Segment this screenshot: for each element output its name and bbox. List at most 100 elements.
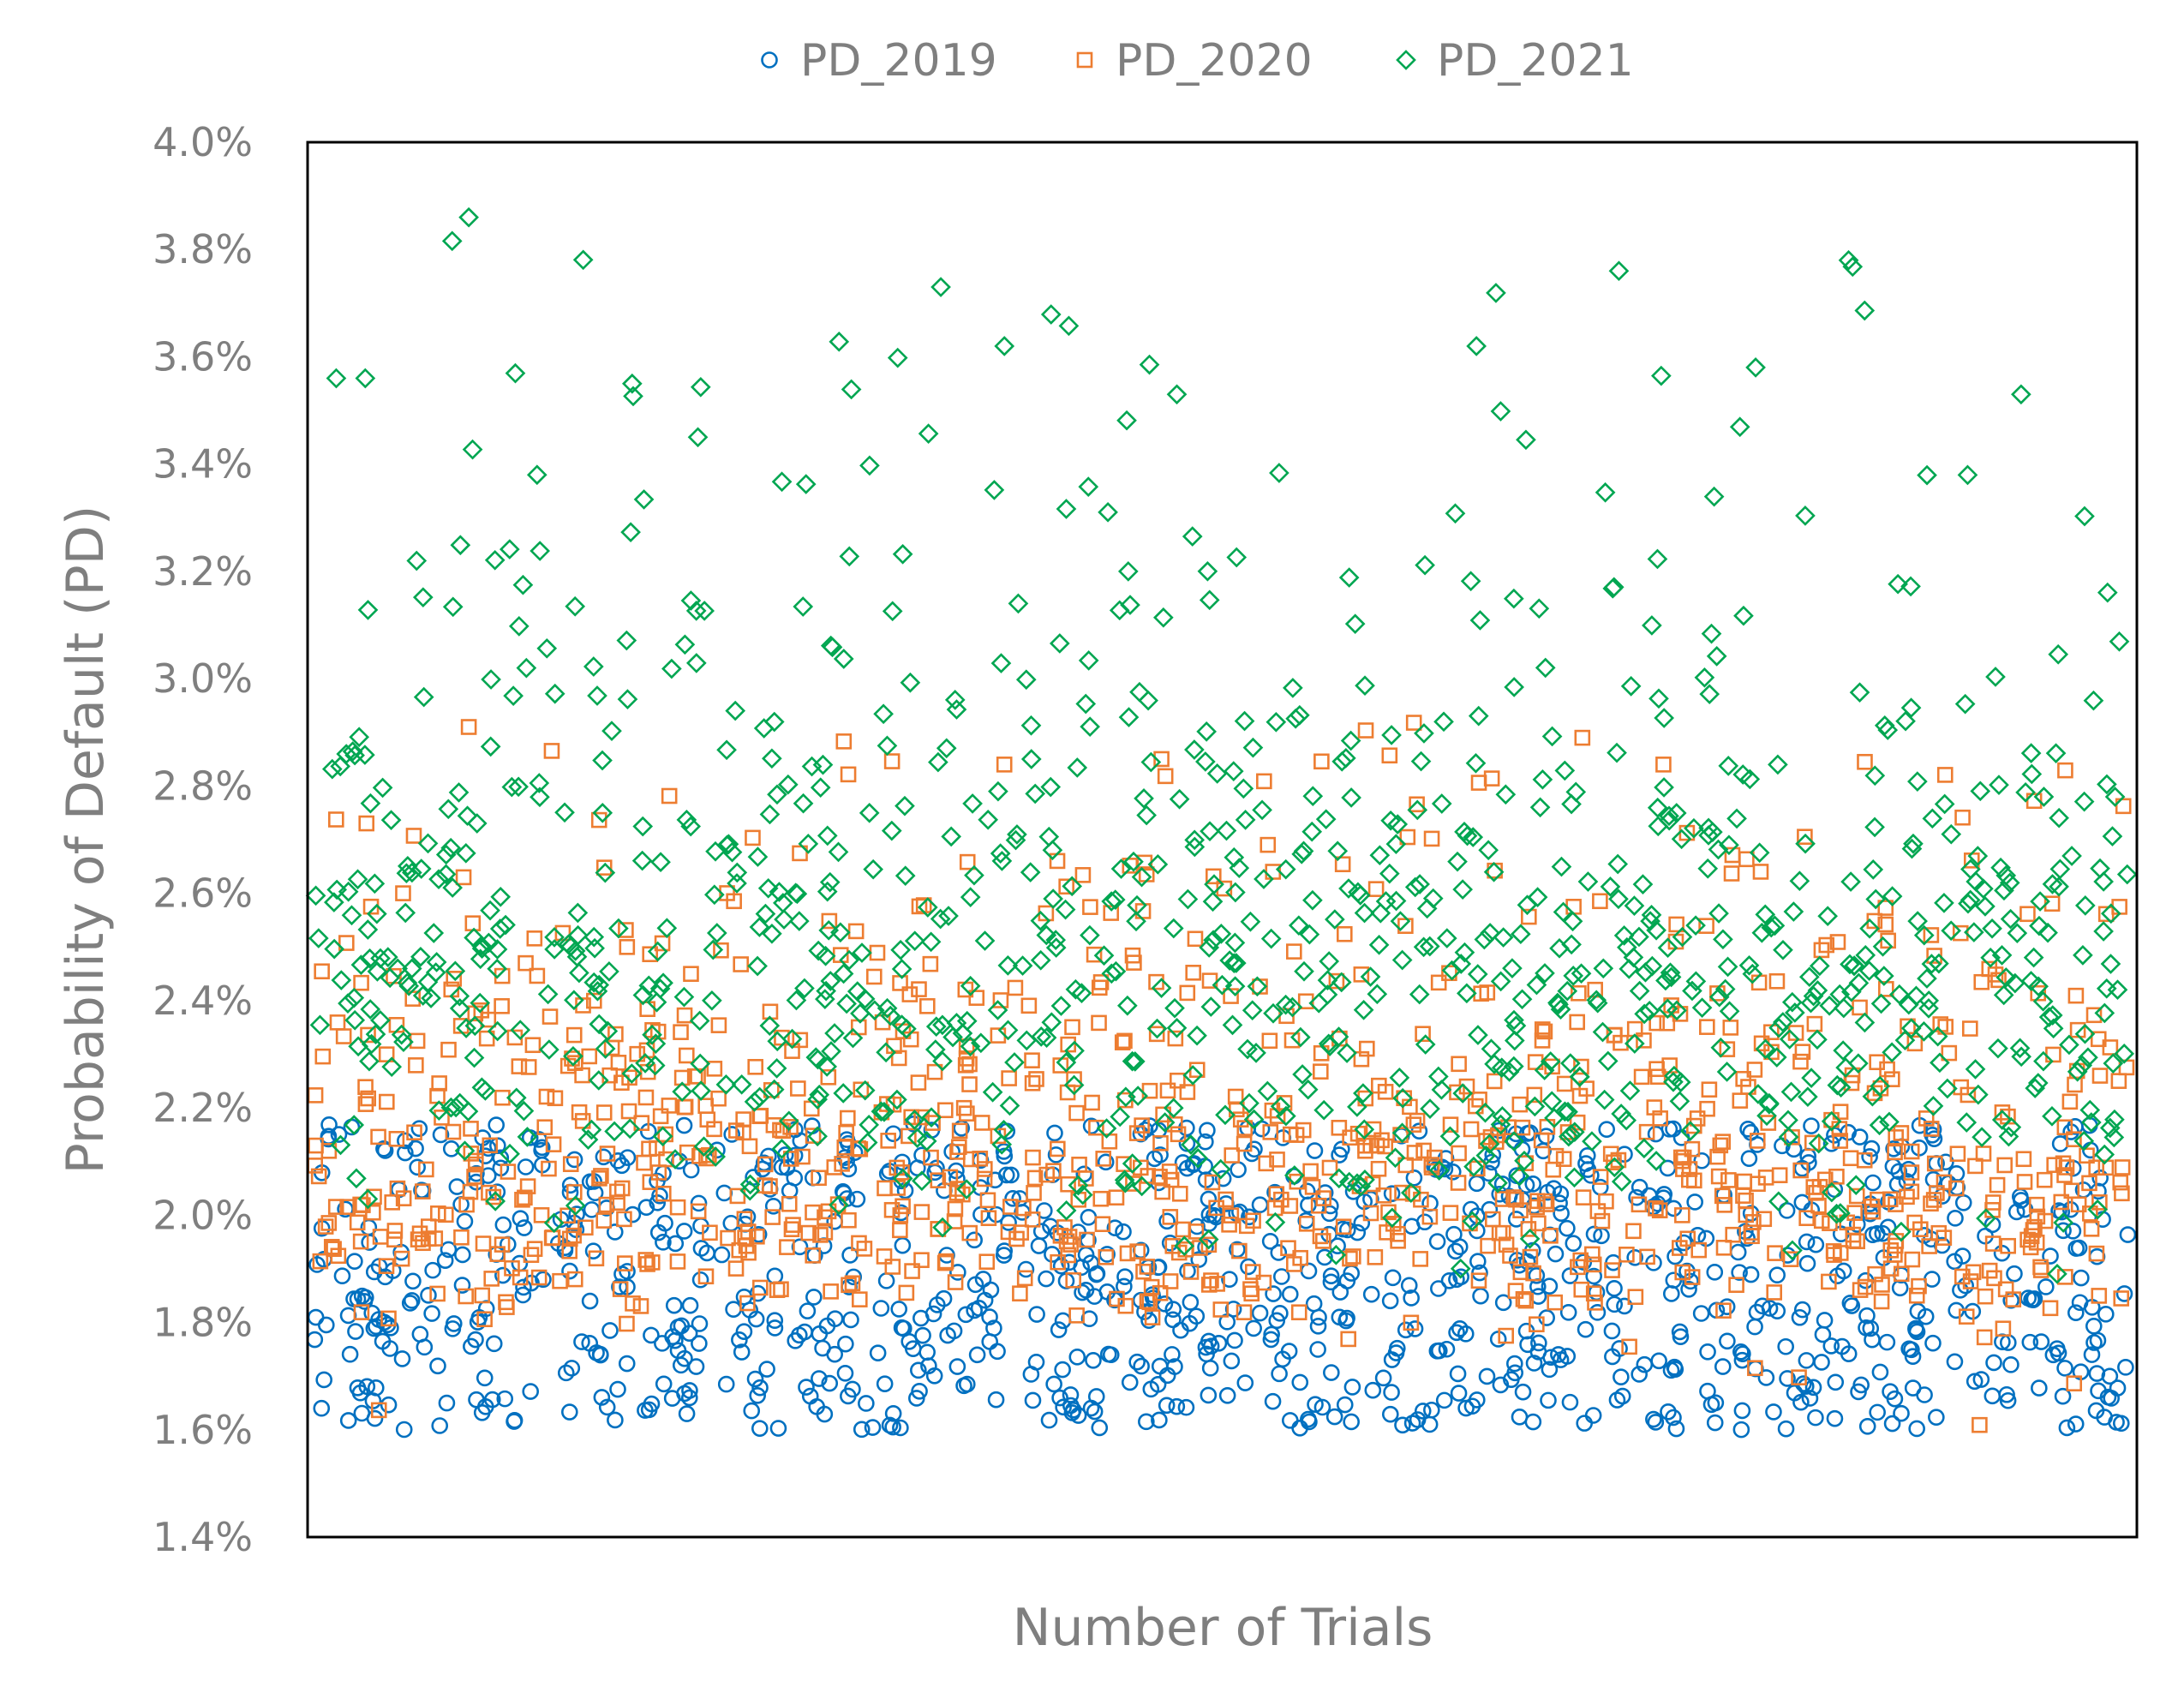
data-point xyxy=(1385,1147,1406,1169)
data-point xyxy=(563,1045,583,1067)
data-point xyxy=(1353,966,1370,983)
data-point xyxy=(1338,878,1359,899)
data-point xyxy=(898,1284,915,1301)
data-point xyxy=(1967,1158,1984,1175)
data-point xyxy=(1698,825,1719,846)
data-point xyxy=(1328,1168,1349,1189)
data-point xyxy=(434,1110,450,1126)
data-point xyxy=(338,935,355,951)
data-point xyxy=(1660,966,1682,988)
data-point xyxy=(1521,908,1537,925)
data-point xyxy=(2073,791,2095,812)
data-point xyxy=(1331,1146,1348,1164)
data-point xyxy=(1719,1332,1736,1350)
data-point xyxy=(1292,1064,1313,1085)
data-point xyxy=(408,1057,424,1074)
data-point xyxy=(1604,1262,1620,1278)
data-point xyxy=(1269,463,1289,483)
data-point xyxy=(593,1389,611,1406)
data-point xyxy=(1236,1374,1254,1391)
data-point xyxy=(501,776,523,798)
data-point xyxy=(353,1304,370,1320)
data-point xyxy=(352,1233,369,1250)
data-point xyxy=(331,970,352,990)
data-point xyxy=(792,845,808,862)
data-point xyxy=(1577,871,1599,892)
data-point xyxy=(410,946,431,967)
data-point xyxy=(1423,830,1440,847)
data-point xyxy=(892,1419,909,1437)
data-point xyxy=(1171,1186,1188,1202)
data-point xyxy=(858,1395,875,1412)
data-point xyxy=(656,918,678,939)
data-point xyxy=(1672,1240,1688,1256)
data-point xyxy=(1196,721,1217,742)
data-point xyxy=(1224,1301,1242,1318)
data-point xyxy=(631,850,653,871)
data-point xyxy=(907,1128,928,1149)
data-point xyxy=(706,1121,722,1138)
data-point xyxy=(766,1267,784,1285)
data-point xyxy=(1973,878,1994,900)
data-point xyxy=(2097,1306,2115,1323)
legend-marker-square xyxy=(1076,51,1093,69)
data-point xyxy=(1442,1205,1459,1221)
data-point xyxy=(1062,1397,1080,1415)
data-point xyxy=(1746,1318,1763,1336)
data-point xyxy=(1996,1157,2013,1174)
data-point xyxy=(512,1210,530,1227)
data-point xyxy=(1164,1301,1182,1318)
data-point xyxy=(990,1027,1007,1044)
data-point xyxy=(1679,1121,1701,1141)
data-point xyxy=(1822,1134,1840,1152)
data-point xyxy=(608,918,629,939)
data-point xyxy=(2046,1157,2062,1174)
data-point xyxy=(456,1212,474,1230)
data-point xyxy=(487,1020,508,1042)
data-point xyxy=(681,1296,699,1314)
data-point xyxy=(655,1185,672,1202)
data-point xyxy=(805,1128,822,1144)
data-point xyxy=(1375,1187,1392,1204)
data-point xyxy=(1551,856,1572,877)
data-point xyxy=(1654,708,1674,728)
data-point xyxy=(1166,1358,1183,1375)
y-tick-label: 2.6% xyxy=(153,870,253,917)
data-point xyxy=(633,489,655,510)
data-point xyxy=(918,1343,936,1361)
data-point xyxy=(1564,1122,1585,1143)
data-point xyxy=(984,480,1005,500)
data-point xyxy=(484,549,506,571)
data-point xyxy=(564,990,584,1011)
data-point xyxy=(639,1256,655,1272)
data-point xyxy=(881,1416,899,1434)
data-point xyxy=(1647,797,1668,818)
data-point xyxy=(1020,862,1041,882)
data-point xyxy=(1490,401,1511,422)
data-point xyxy=(1340,1331,1356,1348)
data-point xyxy=(1862,1086,1883,1107)
data-point xyxy=(1187,930,1204,948)
data-point xyxy=(895,865,916,886)
data-point xyxy=(1732,1092,1749,1109)
data-point xyxy=(918,423,939,444)
data-point xyxy=(1877,916,1894,933)
data-point xyxy=(1122,1050,1143,1072)
data-point xyxy=(1739,769,1761,790)
data-point xyxy=(1495,784,1517,805)
data-point xyxy=(1202,891,1224,912)
data-point xyxy=(956,1010,978,1032)
data-point xyxy=(1490,1114,1511,1135)
data-point xyxy=(342,741,363,762)
y-tick-label: 2.8% xyxy=(153,763,253,809)
data-point xyxy=(2067,987,2085,1004)
data-point xyxy=(926,1063,943,1080)
data-point xyxy=(1308,992,1330,1014)
data-point xyxy=(1714,1358,1732,1375)
data-point xyxy=(1729,1243,1747,1261)
data-point xyxy=(1616,1110,1637,1131)
data-point xyxy=(1968,1084,1989,1105)
data-point xyxy=(363,1304,380,1322)
data-point xyxy=(1798,1352,1816,1369)
data-point xyxy=(1648,688,1669,709)
